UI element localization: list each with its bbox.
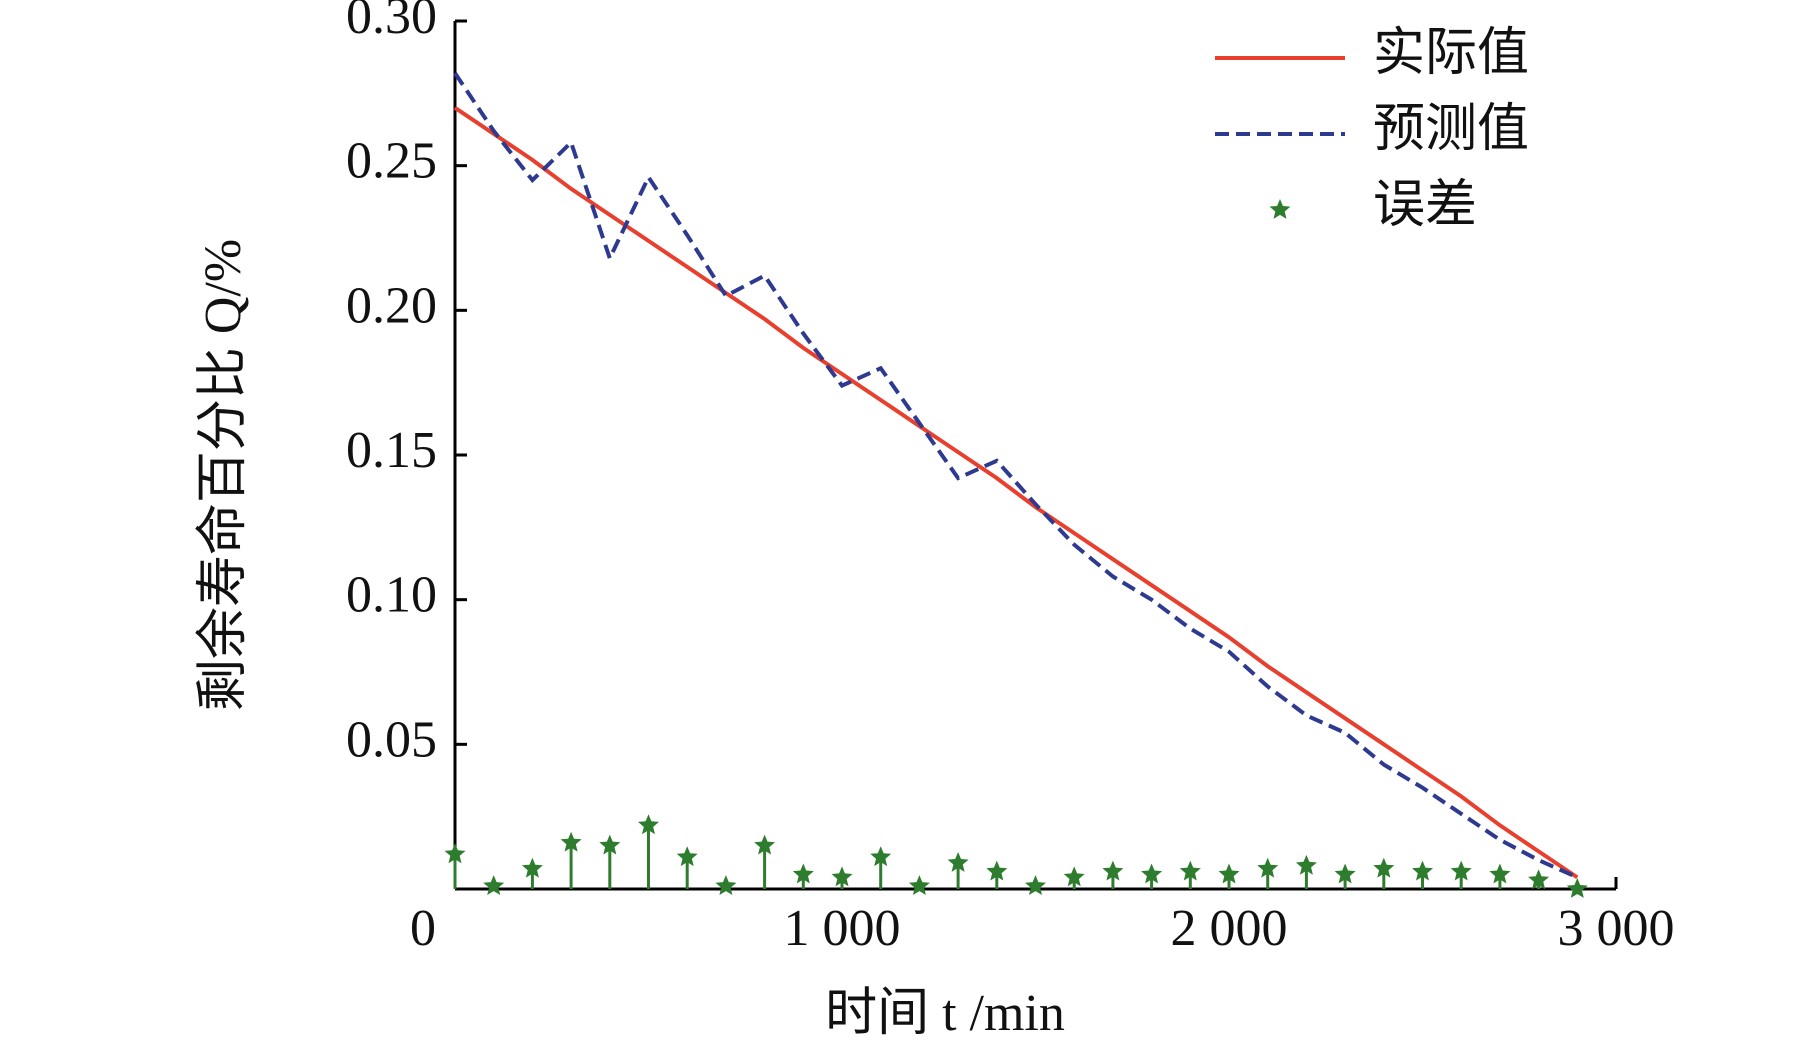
y-tick-label: 0.15 xyxy=(346,422,437,479)
legend-label: 实际值 xyxy=(1373,25,1529,82)
legend-label: 误差 xyxy=(1373,177,1477,234)
series-line xyxy=(453,106,1579,880)
series-line xyxy=(453,71,1579,880)
error-marker xyxy=(1489,863,1511,884)
x-tick-label: 1 000 xyxy=(784,900,901,957)
error-marker xyxy=(1566,878,1588,898)
legend-label: 预测值 xyxy=(1373,101,1529,158)
error-marker xyxy=(1102,860,1124,881)
x-axis-label: 时间 t /min xyxy=(825,985,1065,1042)
error-marker xyxy=(754,834,776,855)
error-marker xyxy=(1141,863,1163,884)
error-marker xyxy=(1334,863,1356,884)
error-marker xyxy=(444,843,466,864)
y-tick-label: 0.05 xyxy=(346,711,437,768)
error-marker xyxy=(870,846,892,867)
legend-marker xyxy=(1269,199,1291,219)
y-axis-label: 剩余寿命百分比 Q/% xyxy=(194,239,252,711)
error-marker xyxy=(1025,875,1046,895)
y-tick-label: 0.30 xyxy=(346,0,437,45)
error-marker xyxy=(1528,869,1550,890)
error-marker xyxy=(715,875,737,895)
error-marker xyxy=(947,852,969,872)
error-marker xyxy=(521,857,543,878)
error-marker xyxy=(483,875,505,895)
error-marker xyxy=(1373,857,1395,878)
error-marker xyxy=(1063,866,1085,887)
x-tick-label: 3 000 xyxy=(1558,900,1675,957)
error-marker xyxy=(676,846,698,867)
error-marker xyxy=(1450,860,1472,881)
error-marker xyxy=(1218,863,1240,884)
x-tick-label: 0 xyxy=(410,900,436,957)
y-tick-label: 0.20 xyxy=(346,277,437,334)
y-tick-label: 0.10 xyxy=(346,567,437,624)
error-marker xyxy=(831,866,853,887)
error-marker xyxy=(560,831,582,852)
error-marker xyxy=(1412,860,1433,881)
x-tick-label: 2 000 xyxy=(1171,900,1288,957)
error-marker xyxy=(1179,860,1201,881)
error-marker xyxy=(1295,854,1317,875)
error-marker xyxy=(986,860,1008,881)
error-marker xyxy=(792,863,814,884)
error-marker xyxy=(638,814,659,835)
error-marker xyxy=(599,834,621,855)
y-tick-label: 0.25 xyxy=(346,133,437,190)
error-marker xyxy=(908,875,930,895)
error-marker xyxy=(1257,857,1279,878)
